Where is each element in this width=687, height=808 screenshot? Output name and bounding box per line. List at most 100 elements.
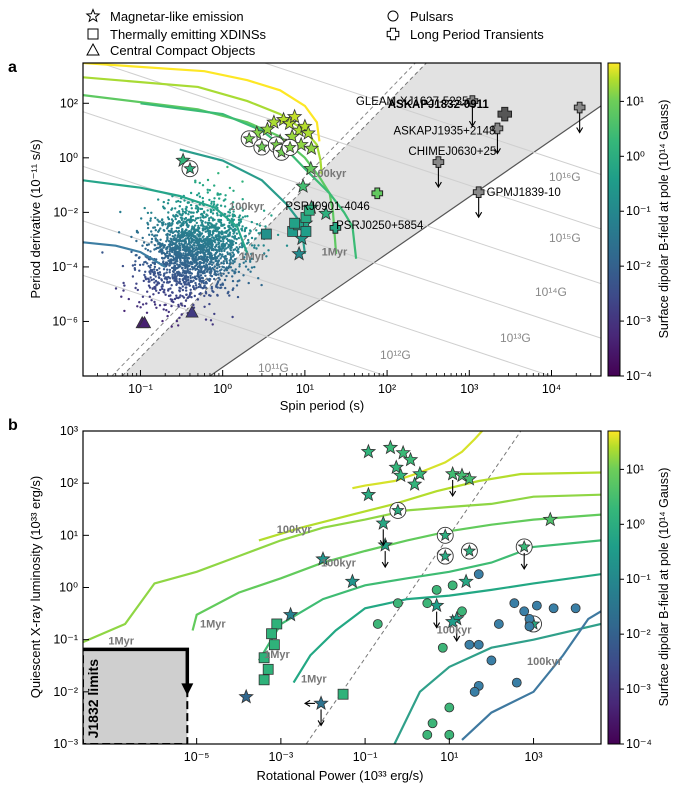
pulsar-dot (198, 270, 202, 274)
pulsar-dot (250, 266, 254, 269)
pulsar-dot (120, 295, 123, 298)
pulsar-dot (150, 240, 153, 244)
pulsar-dot (228, 211, 232, 214)
pulsar-dot (229, 246, 232, 249)
pulsar-dot (192, 243, 195, 246)
pulsar-dot (229, 242, 232, 246)
magnetar-star-marker (377, 536, 393, 552)
pulsar-dot (215, 284, 218, 287)
x-tick-label: 10⁴ (542, 382, 561, 396)
y-tick-label: 10⁻⁶ (52, 314, 78, 328)
pulsar-dot (180, 262, 183, 266)
panel-a-frame (82, 62, 602, 377)
pulsar-dot (181, 210, 185, 213)
panel-a-annotation: 1Myr (322, 247, 348, 259)
pulsar-dot (188, 284, 191, 287)
pulsar-dot (197, 241, 201, 244)
pulsar-dot (192, 235, 195, 238)
pulsar-circle-marker (473, 569, 484, 580)
pulsar-dot (194, 281, 197, 285)
pulsar-dot (119, 210, 122, 214)
pulsar-dot (212, 203, 216, 206)
pulsar-dot (198, 181, 201, 185)
pulsar-dot (189, 288, 192, 291)
pulsar-dot (214, 241, 217, 244)
x-tick-label: 10³ (524, 750, 542, 764)
pulsar-dot (160, 221, 164, 224)
pulsar-dot (167, 276, 170, 279)
pulsar-dot (208, 230, 211, 234)
pulsar-dot (223, 278, 227, 282)
pulsar-circle-marker (473, 639, 484, 650)
pulsar-dot (138, 263, 142, 267)
pulsar-dot (190, 207, 193, 210)
pulsar-dot (183, 261, 187, 265)
lpt-xcross-marker (573, 101, 586, 114)
magnetar-star-marker (461, 470, 478, 486)
y-tick-label: 10³ (60, 424, 78, 438)
pulsar-dot (218, 197, 221, 200)
pulsar-dot (197, 268, 200, 272)
lpt-xcross-marker (491, 122, 504, 135)
pulsar-dot (228, 294, 231, 297)
pulsar-circle-marker (509, 598, 520, 609)
magnetar-star-marker (300, 125, 316, 140)
pulsar-dot (134, 260, 137, 263)
pulsar-dot (232, 189, 235, 192)
upper-limit-arrow-head (317, 720, 325, 727)
pulsar-dot (197, 192, 201, 195)
pulsar-dot (212, 261, 215, 264)
pulsar-dot (236, 249, 239, 252)
pulsar-dot (163, 245, 166, 248)
pulsar-dot (184, 248, 187, 251)
pulsar-dot (178, 271, 181, 275)
pulsar-dot (210, 263, 214, 266)
magnetar-star-marker (283, 140, 297, 154)
pulsar-dot (230, 227, 233, 230)
pulsar-dot (211, 257, 215, 260)
pulsar-dot (237, 236, 240, 240)
pulsar-dot (220, 262, 223, 265)
pulsar-dot (211, 236, 215, 239)
lpt-label: CHIMEJ0630+25 (408, 146, 496, 158)
pulsar-circle-marker (444, 702, 455, 713)
pulsar-dot (189, 268, 192, 271)
j1832-limit-box (83, 648, 189, 744)
pulsar-dot (194, 237, 198, 240)
pulsar-dot (215, 251, 219, 254)
pulsar-dot (167, 294, 171, 298)
pulsar-dot (146, 211, 150, 215)
pulsar-dot (202, 216, 205, 219)
pulsar-dot (193, 241, 196, 244)
pulsar-dot (244, 227, 247, 230)
pulsar-dot (206, 209, 209, 212)
pulsar-dot (117, 231, 121, 234)
pulsar-dot (161, 242, 164, 245)
pulsar-dot (206, 268, 209, 271)
pulsar-dot (150, 278, 153, 282)
pulsar-dot (187, 213, 190, 216)
panel-b-annotation: 1Myr (264, 649, 290, 661)
pulsar-dot (190, 235, 193, 238)
upper-limit-arrow-head (468, 120, 476, 128)
pulsar-dot (164, 223, 167, 226)
pulsar-dot (196, 208, 200, 211)
pulsar-dot (230, 207, 233, 210)
pulsar-dot (193, 247, 196, 250)
pulsar-dot (231, 262, 235, 265)
panel-b-evolution-tracks (83, 431, 601, 744)
pulsar-dot (264, 225, 267, 228)
pulsar-dot (130, 250, 133, 254)
pulsar-dot (195, 217, 198, 220)
pulsar-dot (162, 200, 165, 204)
pulsar-dot (218, 265, 221, 269)
pulsar-dot (178, 234, 181, 237)
pulsar-dot (216, 214, 219, 217)
b-field-label: 10¹⁴G (535, 285, 567, 299)
pulsar-dot (223, 269, 226, 272)
pulsar-dot (210, 245, 213, 248)
pulsar-dot (147, 280, 150, 283)
pulsar-dot (152, 278, 155, 281)
pulsar-dot (154, 279, 158, 283)
pulsar-dot (231, 235, 234, 238)
